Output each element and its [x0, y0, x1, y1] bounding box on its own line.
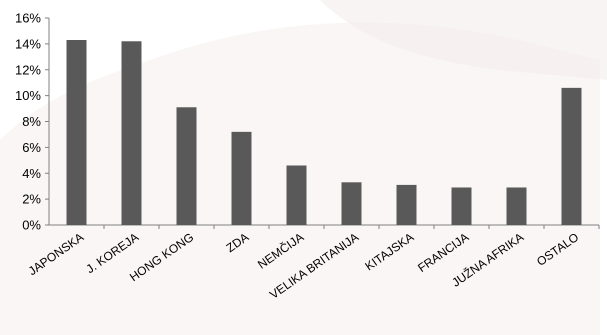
y-tick-label: 2%	[22, 192, 41, 207]
bar	[396, 184, 417, 225]
y-tick-label: 10%	[15, 88, 41, 103]
bar	[176, 107, 197, 225]
bar	[66, 39, 87, 226]
bar	[561, 87, 582, 225]
y-tick-label: 6%	[22, 140, 41, 155]
bar	[451, 187, 472, 225]
y-tick-label: 8%	[22, 114, 41, 129]
bars	[66, 39, 582, 226]
bar	[286, 165, 307, 225]
y-tick-label: 0%	[22, 218, 41, 233]
bar	[121, 41, 142, 225]
bar	[341, 182, 362, 225]
bar	[506, 187, 527, 225]
y-tick-label: 12%	[15, 62, 41, 77]
y-axis-ticks: 0% 2% 4% 6% 8% 10% 12% 14% 16%	[15, 11, 49, 233]
y-tick-label: 14%	[15, 36, 41, 51]
y-tick-label: 16%	[15, 11, 41, 26]
bar	[231, 131, 252, 225]
y-tick-label: 4%	[22, 166, 41, 181]
